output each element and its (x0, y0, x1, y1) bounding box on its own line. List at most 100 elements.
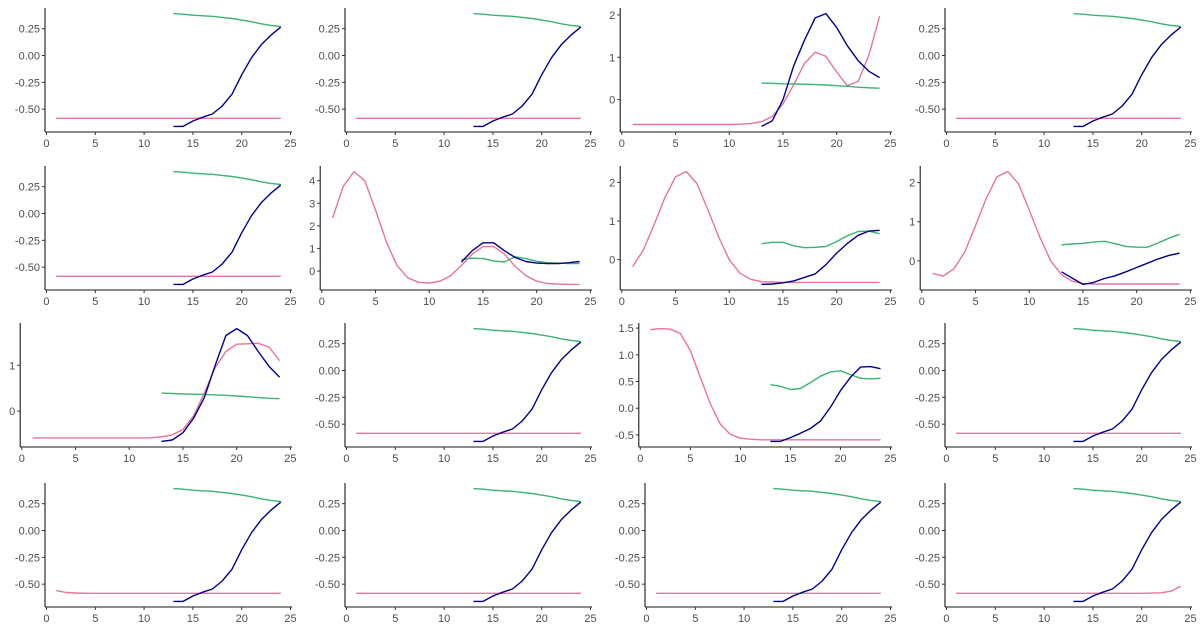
x-tick-label: 5 (392, 453, 398, 465)
series-line-navy (1073, 341, 1182, 443)
x-tick-label: 5 (672, 296, 678, 308)
series-line-green (173, 170, 281, 186)
x-tick-label: 20 (536, 138, 548, 150)
y-tick-label: -0.50 (315, 419, 340, 431)
series-line-green (1073, 327, 1181, 343)
x-tick-label: 5 (992, 613, 998, 625)
y-tick-label: 0.00 (919, 526, 940, 538)
y-tick-label: 0.25 (919, 499, 940, 511)
x-tick-label: 20 (831, 296, 843, 308)
x-tick-label: 15 (187, 613, 199, 625)
y-tick-label: -0.25 (315, 392, 340, 404)
series-line-navy (1073, 501, 1182, 603)
panel-16: -0.50 -0.25 0.00 0.25 0 5 10 15 20 25 (915, 483, 1197, 625)
y-tick-label: -0.25 (915, 77, 940, 89)
y-tick-label: 1 (9, 360, 15, 372)
y-tick-label: 0.25 (319, 24, 340, 36)
panel-9: 010 5 10 15 20 25 (9, 323, 297, 465)
y-tick-label: 2 (909, 178, 915, 190)
x-tick-label: 5 (672, 138, 678, 150)
panel-5: -0.50 -0.25 0.00 0.25 0 5 10 15 20 25 (15, 166, 297, 308)
x-tick-label: 0 (637, 453, 643, 465)
series-line-green (161, 392, 280, 400)
panel-15: -0.50 -0.25 0.00 0.25 0 5 10 15 20 25 (615, 483, 897, 625)
x-tick-label: 20 (231, 453, 243, 465)
x-tick-label: 10 (723, 138, 735, 150)
x-tick-label: 15 (1087, 613, 1099, 625)
y-tick-label: 4 (309, 176, 315, 188)
x-tick-label: 15 (187, 296, 199, 308)
y-tick-label: 0.00 (19, 526, 40, 538)
x-tick-label: 15 (477, 296, 489, 308)
series-line-green (1061, 233, 1180, 248)
y-tick-label: 0 (609, 255, 615, 267)
panel-4: -0.50 -0.25 0.00 0.25 0 5 10 15 20 25 (915, 8, 1197, 150)
y-tick-label: -0.50 (615, 579, 640, 591)
x-tick-label: 10 (438, 138, 450, 150)
y-tick-label: -0.50 (15, 104, 40, 116)
series-line-pink (632, 170, 880, 284)
x-tick-label: 20 (536, 613, 548, 625)
x-tick-label: 5 (72, 453, 78, 465)
series-line-navy (473, 501, 582, 603)
series-line-green (761, 230, 880, 249)
x-tick-label: 20 (236, 613, 248, 625)
y-tick-label: 1 (309, 243, 315, 255)
x-tick-label: 25 (284, 613, 296, 625)
x-tick-label: 0 (619, 296, 625, 308)
x-tick-label: 20 (531, 296, 543, 308)
x-tick-label: 25 (884, 296, 896, 308)
x-tick-label: 20 (536, 453, 548, 465)
x-tick-label: 0 (19, 453, 25, 465)
series-line-navy (761, 12, 880, 128)
series-line-pink (331, 170, 580, 286)
x-tick-label: 10 (138, 296, 150, 308)
x-tick-label: 0 (943, 613, 949, 625)
x-tick-label: 10 (438, 453, 450, 465)
x-tick-label: 25 (1184, 138, 1196, 150)
x-tick-label: 5 (992, 453, 998, 465)
x-tick-label: 20 (1136, 453, 1148, 465)
y-tick-label: 1 (609, 52, 615, 64)
series-line-green (173, 487, 281, 503)
x-tick-label: 10 (734, 453, 746, 465)
y-tick-label: 2 (609, 177, 615, 189)
series-line-pink (56, 589, 281, 594)
x-tick-label: 10 (1038, 138, 1050, 150)
x-tick-label: 0 (943, 453, 949, 465)
y-tick-label: 0 (909, 256, 915, 268)
x-tick-label: 5 (92, 613, 98, 625)
x-tick-label: 0 (319, 296, 325, 308)
x-tick-label: 10 (738, 613, 750, 625)
x-tick-label: 25 (584, 613, 596, 625)
x-tick-label: 15 (777, 296, 789, 308)
series-line-green (1073, 487, 1181, 503)
series-line-green (770, 370, 881, 391)
x-tick-label: 0 (919, 296, 925, 308)
x-tick-label: 15 (487, 453, 499, 465)
y-tick-label: 0.0 (619, 403, 634, 415)
y-tick-label: 0.00 (919, 366, 940, 378)
x-tick-label: 15 (487, 138, 499, 150)
x-tick-label: 20 (1136, 613, 1148, 625)
y-tick-label: 0.25 (619, 499, 640, 511)
x-tick-label: 25 (1184, 613, 1196, 625)
y-tick-label: 0 (309, 266, 315, 278)
y-tick-label: 1.5 (619, 323, 634, 335)
x-tick-label: 0 (43, 296, 49, 308)
y-tick-label: -0.25 (15, 77, 40, 89)
x-tick-label: 15 (1087, 453, 1099, 465)
series-line-navy (473, 341, 582, 443)
y-tick-label: -0.5 (615, 430, 634, 442)
series-line-navy (173, 26, 282, 128)
x-tick-label: 0 (619, 138, 625, 150)
y-tick-label: 0.00 (919, 51, 940, 63)
series-line-navy (473, 26, 582, 128)
x-tick-label: 25 (584, 453, 596, 465)
x-tick-label: 10 (138, 138, 150, 150)
panel-1: -0.50 -0.25 0.00 0.25 0 5 10 15 20 25 (15, 8, 297, 150)
x-tick-label: 25 (584, 138, 596, 150)
series-line-navy (173, 501, 282, 603)
